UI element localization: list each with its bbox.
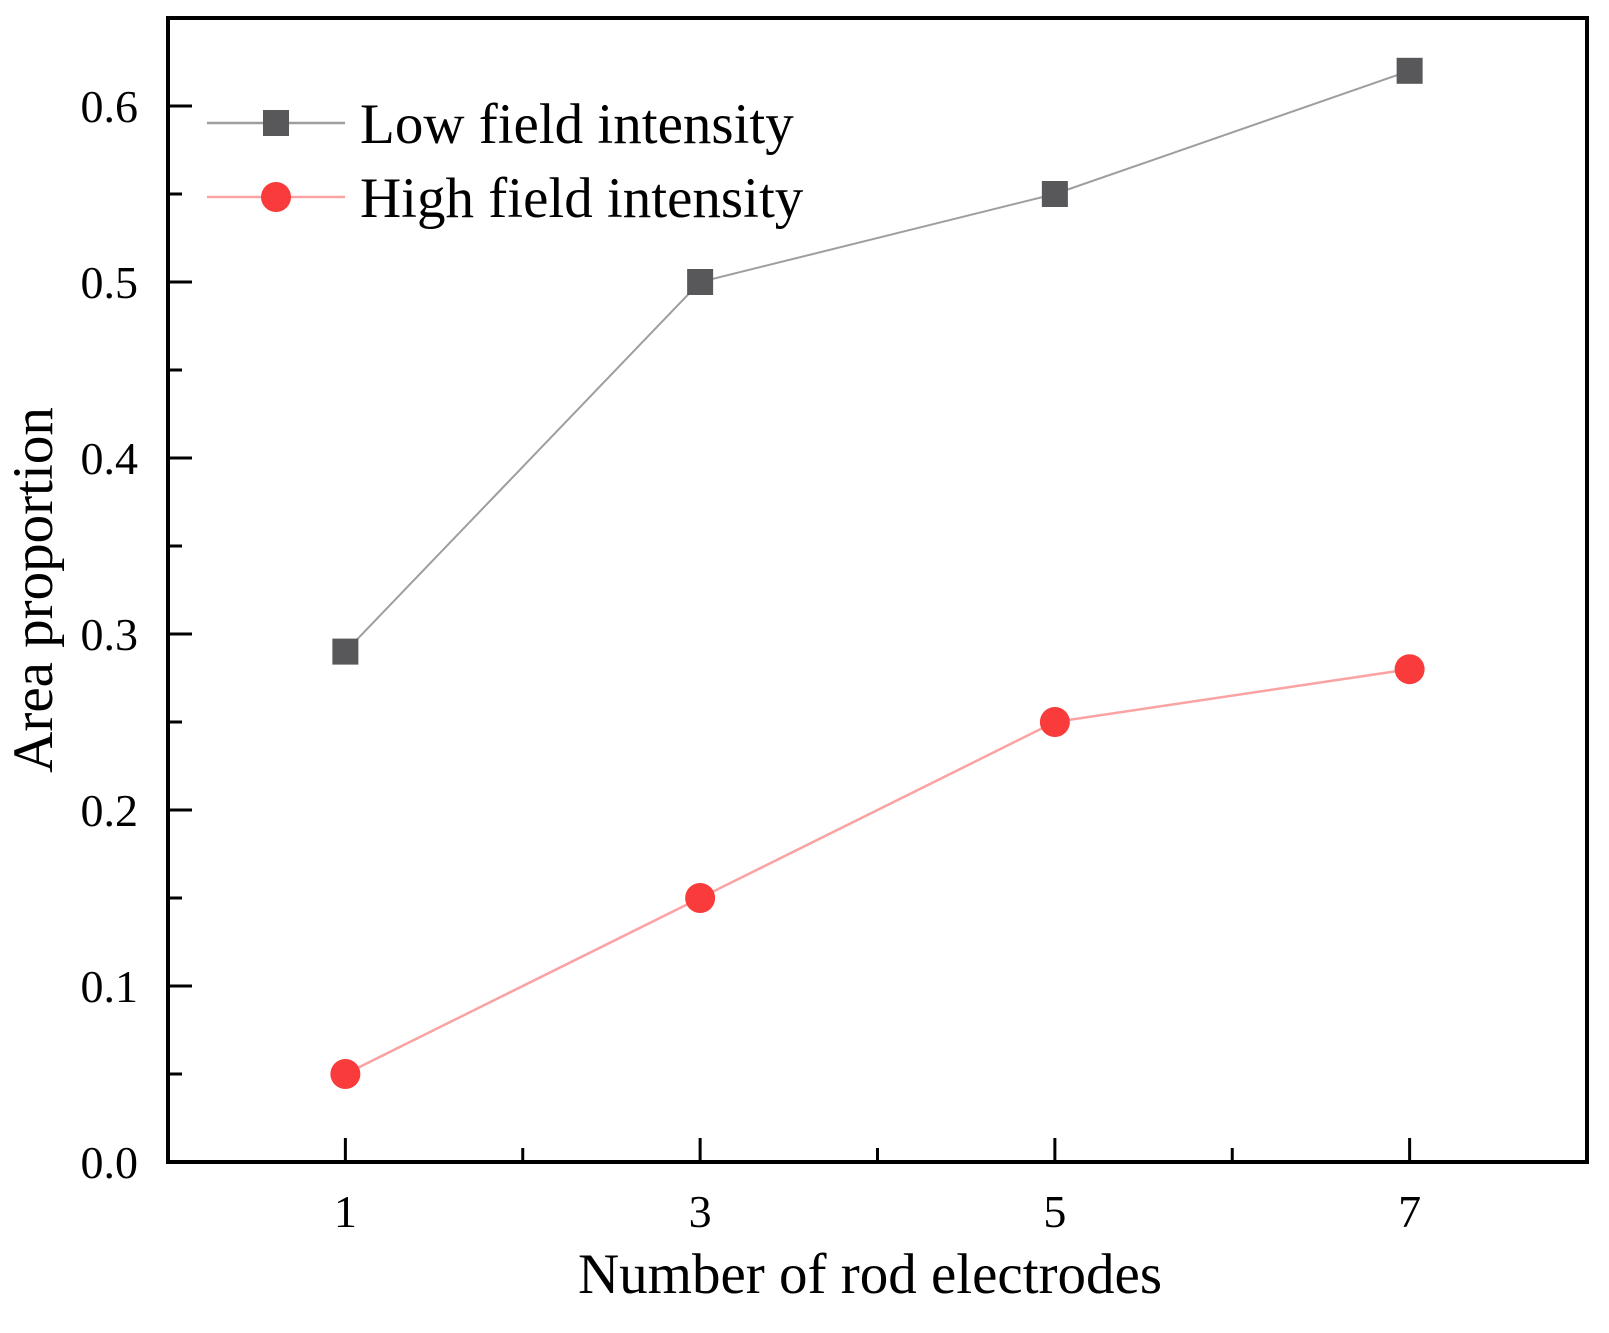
series-group xyxy=(330,57,1425,1089)
data-point-square-marker xyxy=(332,638,359,665)
x-tick-label: 5 xyxy=(1043,1186,1066,1237)
data-point-square-marker xyxy=(687,269,714,295)
series-line xyxy=(344,69,1410,653)
y-tick-label: 0.3 xyxy=(81,609,139,660)
y-axis-title: Area proportion xyxy=(2,407,65,773)
legend-item-high: High field intensity xyxy=(207,167,804,230)
x-tick-label: 3 xyxy=(689,1186,712,1237)
legend-square-marker-icon xyxy=(263,110,289,136)
tick-labels: 1 3 5 7 0.0 0.1 0.2 0.3 0.4 0.5 0.6 xyxy=(81,81,1422,1237)
data-point-circle-marker xyxy=(1394,654,1425,685)
y-tick-label: 0.1 xyxy=(81,961,139,1012)
legend-label-high: High field intensity xyxy=(360,167,804,230)
series-line xyxy=(344,667,1410,1076)
y-tick-label: 0.4 xyxy=(81,433,139,484)
data-point-circle-marker xyxy=(330,1059,361,1089)
series-high xyxy=(330,654,1425,1089)
y-tick-label: 0.6 xyxy=(81,81,139,132)
x-tick-label: 7 xyxy=(1398,1186,1421,1237)
data-point-circle-marker xyxy=(1039,707,1070,737)
legend-circle-marker-icon xyxy=(261,182,291,212)
axis-ticks xyxy=(168,104,1412,1164)
y-tick-label: 0.5 xyxy=(81,257,139,308)
x-axis-title: Number of rod electrodes xyxy=(578,1243,1162,1306)
data-point-circle-marker xyxy=(685,883,716,913)
y-tick-label: 0.2 xyxy=(81,785,139,836)
x-tick-label: 1 xyxy=(334,1186,357,1237)
legend: Low field intensity High field intensity xyxy=(207,93,804,230)
legend-label-low: Low field intensity xyxy=(360,93,794,156)
y-tick-label: 0.0 xyxy=(81,1137,139,1188)
legend-item-low: Low field intensity xyxy=(207,93,794,156)
series-low xyxy=(332,57,1423,665)
data-point-square-marker xyxy=(1041,181,1068,207)
data-point-square-marker xyxy=(1396,57,1423,84)
